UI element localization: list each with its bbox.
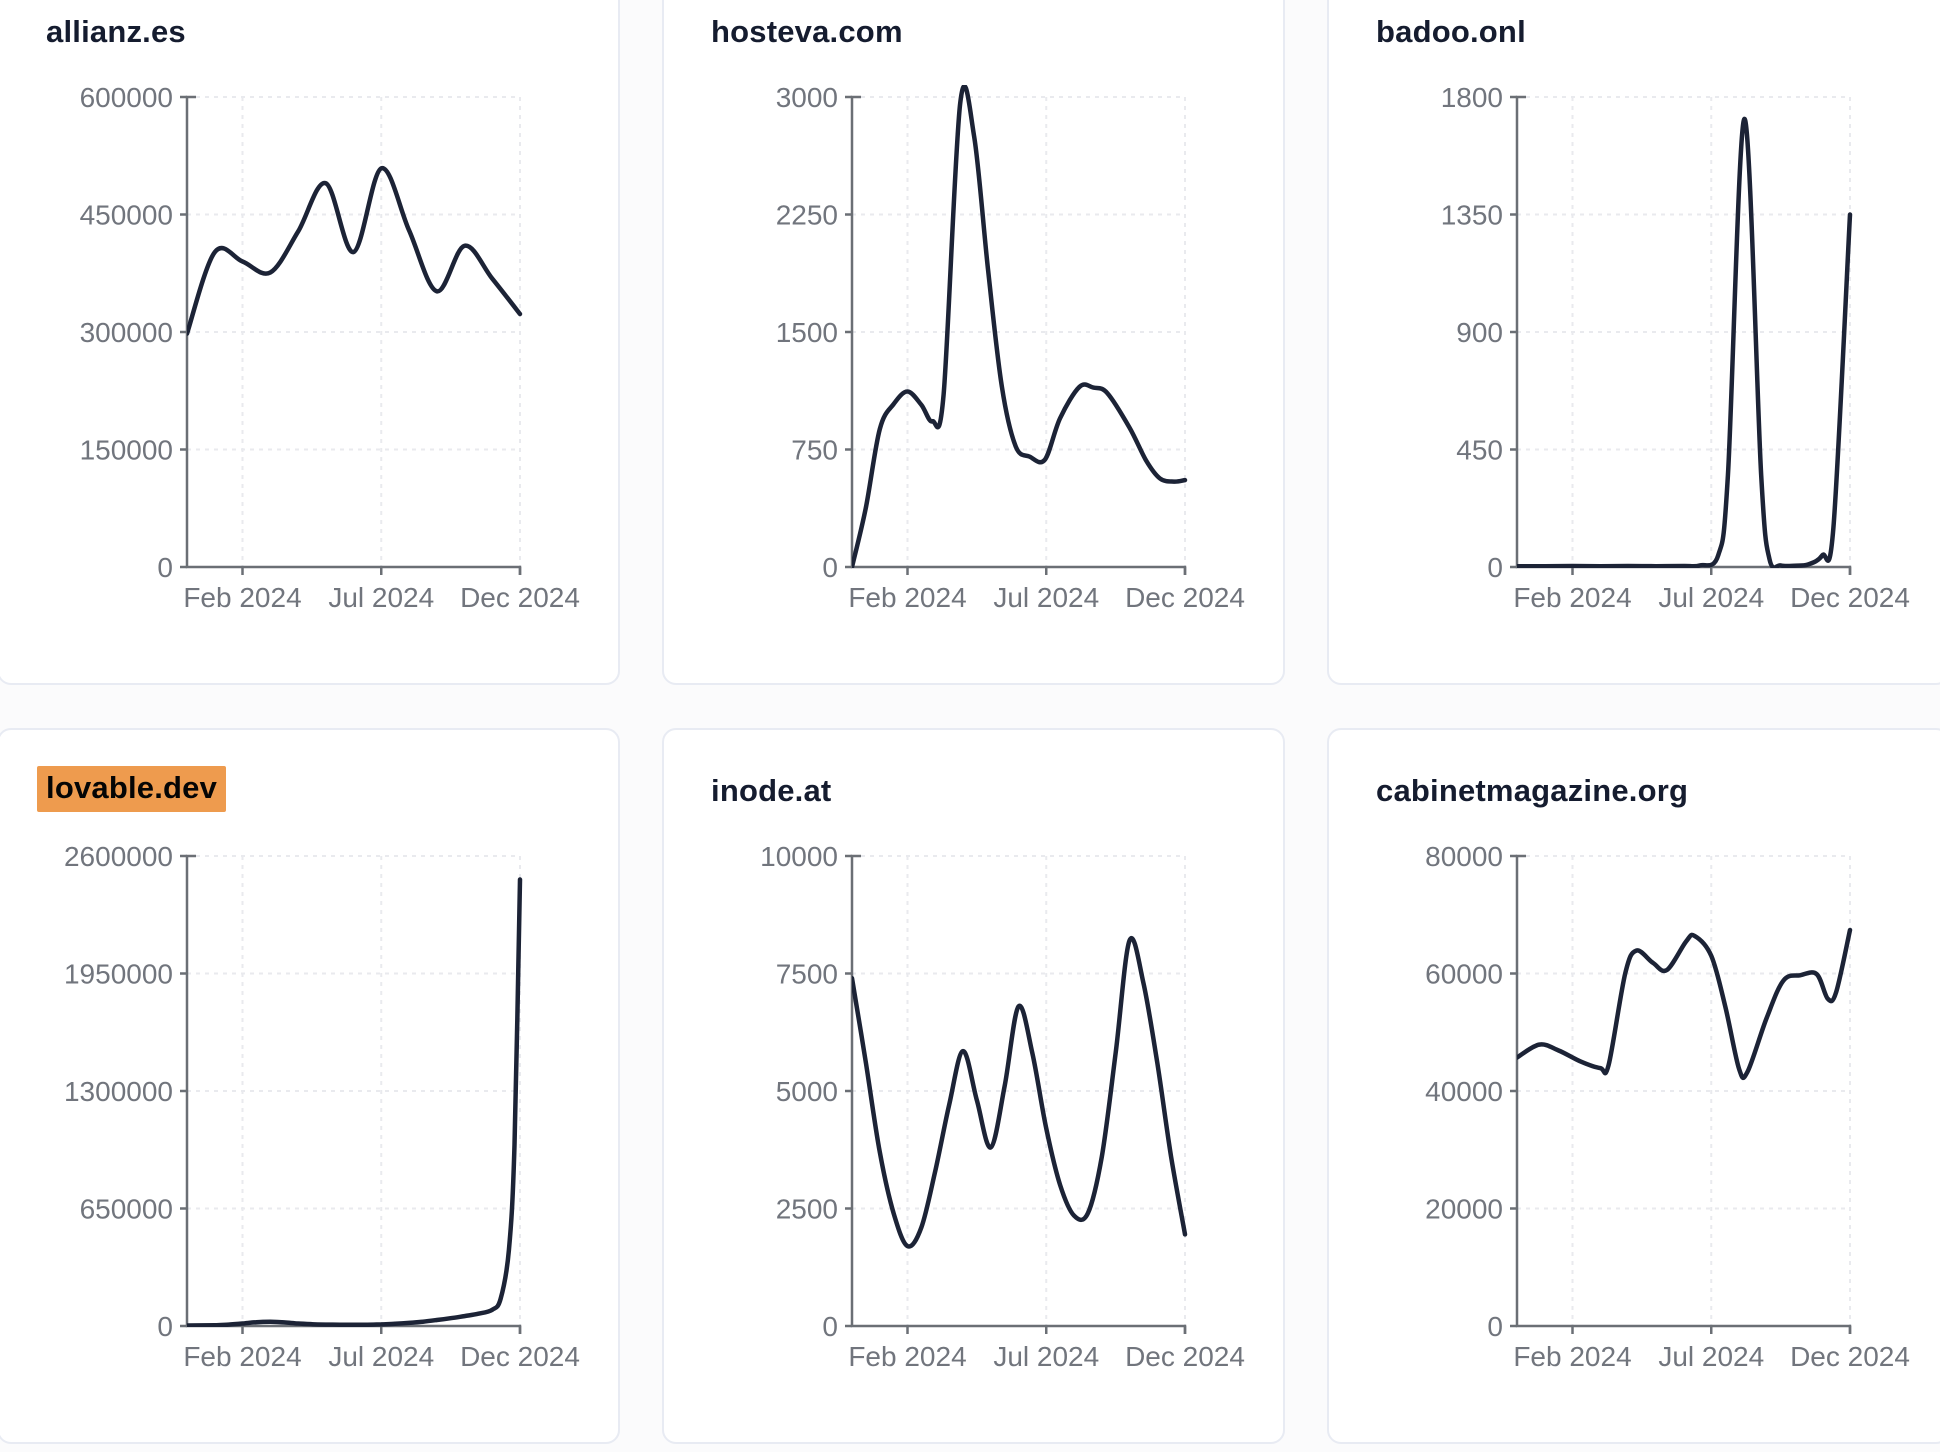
line-chart-svg: 3000 2250 1500 750 0 Feb 2024 Jul 2024 Dec 2024 [776,82,1245,613]
x-axis-tick-label: Dec 2024 [1125,1341,1245,1372]
y-axis-tick-label: 10000 [760,841,838,872]
axis-domain [850,854,1187,1334]
y-axis-tick-label: 0 [822,1311,838,1342]
chart-card-hosteva-com[interactable]: hosteva.com 3000 2250 1500 750 0 Feb 2024 Jul … [662,0,1285,685]
y-axis-tick-label: 900 [1456,317,1503,348]
y-axis-tick-label: 1500 [776,317,838,348]
line-chart-svg: 10000 7500 5000 2500 0 Feb 2024 Jul 2024 Dec 20… [760,841,1245,1372]
y-axis-tick-label: 150000 [80,435,173,466]
line-chart-svg: 1800 1350 900 450 0 Feb 2024 Jul 2024 Dec 2024 [1441,82,1910,613]
y-axis-tick-label: 60000 [1425,959,1503,990]
y-axis-tick-label: 0 [822,552,838,583]
y-axis-tick-label: 3000 [776,82,838,113]
y-axis-tick-label: 40000 [1425,1076,1503,1107]
chart-title: hosteva.com [711,14,903,49]
y-axis-tick-label: 1800 [1441,82,1503,113]
y-axis-tick-label: 1300000 [64,1076,173,1107]
trend-line [852,85,1188,568]
y-axis-tick-label: 750 [791,435,838,466]
axis-domain [185,95,522,575]
y-axis-tick-label: 2250 [776,200,838,231]
chart-title: allianz.es [46,14,186,49]
y-axis-tick-label: 80000 [1425,841,1503,872]
y-axis-tick-label: 20000 [1425,1194,1503,1225]
y-axis-tick-label: 0 [1487,552,1503,583]
trend-line [852,936,1188,1249]
chart-title: cabinetmagazine.org [1376,773,1689,808]
y-axis-tick-label: 2600000 [64,841,173,872]
y-axis-tick-label: 450 [1456,435,1503,466]
x-axis-tick-label: Feb 2024 [1513,582,1631,613]
axis-domain [1515,95,1852,575]
chart-title: badoo.onl [1376,14,1526,49]
trend-line [187,877,523,1327]
x-axis-tick-label: Jul 2024 [1658,582,1764,613]
line-chart-svg: 80000 60000 40000 20000 0 Feb 2024 Jul 2024 Dec… [1425,841,1910,1372]
chart-title: inode.at [711,773,832,808]
y-axis-tick-label: 0 [157,1311,173,1342]
x-axis-tick-label: Jul 2024 [993,1341,1099,1372]
x-axis-tick-label: Jul 2024 [993,582,1099,613]
axis-domain [1515,854,1852,1334]
x-axis-tick-label: Feb 2024 [848,1341,966,1372]
axis-domain [185,854,522,1334]
x-axis-tick-label: Jul 2024 [328,582,434,613]
y-axis-tick-label: 1350 [1441,200,1503,231]
x-axis-tick-label: Feb 2024 [848,582,966,613]
y-axis-tick-label: 300000 [80,317,173,348]
chart-card-allianz-es[interactable]: allianz.es 600000 450000 300000 150000 0 Feb … [0,0,620,685]
x-axis-tick-label: Feb 2024 [183,1341,301,1372]
trend-line [187,166,523,336]
y-axis-tick-label: 0 [157,552,173,583]
chart-card-cabinetmagazine-org[interactable]: cabinetmagazine.org 80000 60000 40000 20000… [1327,728,1940,1444]
x-axis-tick-label: Dec 2024 [1790,582,1910,613]
x-axis-tick-label: Feb 2024 [183,582,301,613]
y-axis-tick-label: 2500 [776,1194,838,1225]
x-axis-tick-label: Dec 2024 [1790,1341,1910,1372]
y-axis-tick-label: 1950000 [64,959,173,990]
chart-card-inode-at[interactable]: inode.at 10000 7500 5000 2500 0 Feb 2024 Jul 2… [662,728,1285,1444]
y-axis-tick-label: 0 [1487,1311,1503,1342]
y-axis-tick-label: 650000 [80,1194,173,1225]
line-chart-svg: 600000 450000 300000 150000 0 Feb 2024 Jul 202… [80,82,580,613]
x-axis-tick-label: Dec 2024 [460,1341,580,1372]
line-chart-svg: 2600000 1950000 1300000 650000 0 Feb 2024 Jul … [64,841,580,1372]
x-axis-tick-label: Jul 2024 [328,1341,434,1372]
x-axis-tick-label: Dec 2024 [1125,582,1245,613]
trend-line [1517,116,1853,568]
y-axis-tick-label: 600000 [80,82,173,113]
x-axis-tick-label: Dec 2024 [460,582,580,613]
x-axis-tick-label: Jul 2024 [1658,1341,1764,1372]
x-axis-tick-label: Feb 2024 [1513,1341,1631,1372]
chart-card-badoo-onl[interactable]: badoo.onl 1800 1350 900 450 0 Feb 2024 Jul 202… [1327,0,1940,685]
y-axis-tick-label: 5000 [776,1076,838,1107]
axis-domain [850,95,1187,575]
chart-title-highlighted: lovable.dev [37,766,227,813]
trend-line [1517,927,1853,1081]
y-axis-tick-label: 450000 [80,200,173,231]
chart-card-lovable-dev[interactable]: lovable.dev 2600000 1950000 1300000 650000 0… [0,728,620,1444]
y-axis-tick-label: 7500 [776,959,838,990]
